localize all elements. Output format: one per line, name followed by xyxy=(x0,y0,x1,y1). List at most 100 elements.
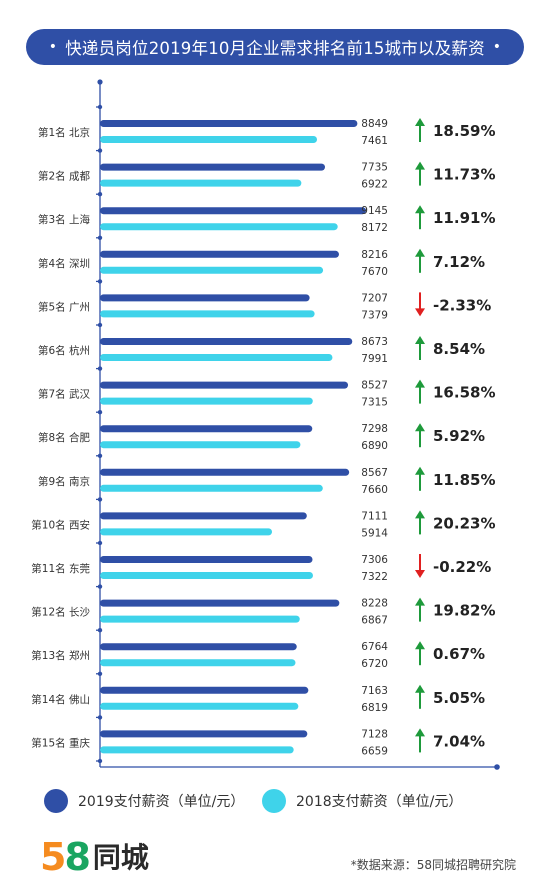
axis-tick-dot xyxy=(97,584,103,589)
bar-2019 xyxy=(100,425,313,433)
change-label: 11.91% xyxy=(433,209,495,227)
y-axis-end-dot xyxy=(97,79,103,85)
bar-2018 xyxy=(100,266,324,274)
arrow-up-icon xyxy=(415,248,425,257)
data-source-note: *数据来源：58同城招聘研究院 xyxy=(350,858,516,872)
value-label-2019: 7207 xyxy=(361,292,388,304)
chart-legend: 2019支付薪资（单位/元） 2018支付薪资（单位/元） xyxy=(44,789,504,817)
legend-swatch-2019 xyxy=(44,789,68,813)
change-label: 11.73% xyxy=(433,166,495,184)
category-label: 第3名 上海 xyxy=(38,213,91,226)
change-label: 0.67% xyxy=(433,645,485,663)
bar-2018 xyxy=(100,615,300,623)
bar-2019 xyxy=(100,163,325,171)
category-label: 第15名 重庆 xyxy=(31,736,90,749)
arrow-up-icon xyxy=(415,641,425,650)
value-label-2019: 7128 xyxy=(361,728,388,740)
arrow-up-icon xyxy=(415,466,425,475)
value-label-2018: 6720 xyxy=(361,658,388,670)
bar-2019 xyxy=(100,250,339,258)
value-label-2019: 7298 xyxy=(361,423,388,435)
category-label: 第6名 杭州 xyxy=(38,344,90,357)
bar-2019 xyxy=(100,643,297,651)
axis-tick-dot xyxy=(97,497,103,502)
arrow-up-icon xyxy=(415,684,425,693)
bar-2019 xyxy=(100,686,309,694)
value-label-2019: 7735 xyxy=(361,162,388,174)
change-label: 7.04% xyxy=(433,732,485,750)
value-label-2019: 8216 xyxy=(361,249,388,261)
bar-2018 xyxy=(100,179,302,187)
bar-2018 xyxy=(100,223,338,231)
value-label-2018: 6867 xyxy=(361,615,388,627)
legend-item-2019: 2019支付薪资（单位/元） xyxy=(44,789,244,813)
bar-2018 xyxy=(100,136,318,143)
logo-name: 同城 xyxy=(92,841,149,874)
bar-2019 xyxy=(100,294,310,302)
value-label-2018: 8172 xyxy=(361,222,388,234)
value-label-2018: 7991 xyxy=(361,353,388,365)
arrow-down-icon xyxy=(415,308,425,317)
change-label: 19.82% xyxy=(433,602,495,620)
category-label: 第10名 西安 xyxy=(31,518,90,531)
bar-2018 xyxy=(100,659,296,667)
arrow-up-icon xyxy=(415,510,425,519)
value-label-2019: 9145 xyxy=(361,205,388,217)
category-label: 第4名 深圳 xyxy=(38,257,90,270)
category-label: 第7名 武汉 xyxy=(38,388,91,401)
category-label: 第5名 广州 xyxy=(38,300,90,313)
category-label: 第8名 合肥 xyxy=(38,431,91,444)
value-label-2018: 7379 xyxy=(361,309,388,321)
axis-tick-dot xyxy=(97,671,103,676)
bar-2019 xyxy=(100,207,366,215)
category-label: 第13名 郑州 xyxy=(31,649,90,662)
chart-title-bar: • 快递员岗位2019年10月企业需求排名前15城市以及薪资 • xyxy=(26,29,524,65)
bar-2019 xyxy=(100,120,358,127)
axis-tick-dot xyxy=(97,453,103,458)
axis-tick-dot xyxy=(97,322,103,328)
bar-2018 xyxy=(100,310,315,318)
axis-tick-dot xyxy=(97,192,103,197)
arrow-up-icon xyxy=(415,336,425,344)
arrow-up-icon xyxy=(415,205,425,214)
x-axis-end-dot xyxy=(494,764,500,770)
brand-logo: 58 同城 xyxy=(40,838,149,876)
axis-tick-dot xyxy=(97,104,103,110)
arrow-up-icon xyxy=(415,161,425,170)
axis-tick-dot xyxy=(97,366,103,371)
value-label-2018: 7322 xyxy=(361,571,388,583)
value-label-2018: 6819 xyxy=(361,702,388,714)
logo-digit-8: 8 xyxy=(64,835,90,879)
arrow-up-icon xyxy=(415,118,425,126)
chart-title: 快递员岗位2019年10月企业需求排名前15城市以及薪资 xyxy=(65,39,485,58)
legend-label-2018: 2018支付薪资（单位/元） xyxy=(296,794,463,810)
axis-tick-dot xyxy=(97,148,103,153)
legend-swatch-2018 xyxy=(262,789,286,813)
value-label-2019: 6764 xyxy=(361,641,388,653)
title-dot-right: • xyxy=(492,39,502,55)
change-label: 11.85% xyxy=(433,471,495,489)
bar-2018 xyxy=(100,354,333,361)
logo-number: 58 xyxy=(40,835,91,879)
arrow-up-icon xyxy=(415,597,425,606)
value-label-2018: 5914 xyxy=(361,527,388,539)
axis-tick-dot xyxy=(97,715,103,720)
value-label-2018: 7660 xyxy=(361,484,388,496)
title-dot-left: • xyxy=(48,39,58,55)
value-label-2018: 7315 xyxy=(361,397,388,409)
value-label-2019: 8849 xyxy=(361,118,388,130)
arrow-up-icon xyxy=(415,423,425,432)
category-label: 第12名 长沙 xyxy=(31,606,90,619)
category-label: 第14名 佛山 xyxy=(31,693,90,706)
bar-2019 xyxy=(100,730,308,738)
change-label: -2.33% xyxy=(433,296,491,314)
value-label-2019: 7163 xyxy=(361,685,388,697)
bar-2018 xyxy=(100,441,301,449)
value-label-2019: 8567 xyxy=(361,467,388,479)
change-label: 5.92% xyxy=(433,427,485,445)
change-label: 16.58% xyxy=(433,384,495,402)
value-label-2019: 8228 xyxy=(361,598,388,610)
bar-2018 xyxy=(100,746,294,754)
change-label: 18.59% xyxy=(433,122,495,140)
